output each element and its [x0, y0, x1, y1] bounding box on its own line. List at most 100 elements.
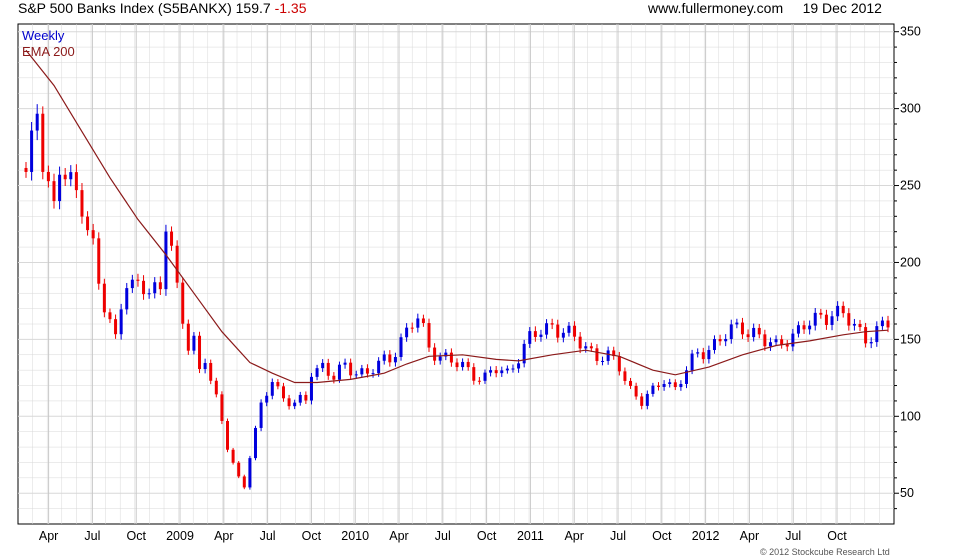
y-tick-label: 100: [900, 409, 921, 423]
candle-body: [142, 280, 146, 295]
candle-body: [729, 324, 733, 339]
x-tick-label: Oct: [652, 529, 672, 543]
candle-body: [858, 323, 862, 328]
x-tick-label: Jul: [84, 529, 100, 543]
candle-body: [774, 339, 778, 343]
source-site: www.fullermoney.com: [648, 0, 784, 16]
candle-body: [270, 382, 274, 396]
candle-body: [181, 282, 185, 324]
candle-body: [612, 350, 616, 357]
candle-body: [617, 356, 621, 372]
candle-body: [354, 374, 358, 376]
copyright-note: © 2012 Stockcube Research Ltd: [760, 547, 890, 557]
candle-body: [226, 420, 230, 450]
candle-body: [601, 360, 605, 362]
x-tick-label: Oct: [477, 529, 497, 543]
candle-body: [360, 368, 364, 375]
candle-body: [668, 382, 672, 385]
candle-body: [388, 354, 392, 363]
candle-body: [578, 336, 582, 349]
candle-body: [444, 352, 448, 357]
candle-body: [186, 323, 190, 351]
candle-body: [869, 342, 873, 344]
last-price: 159.7: [235, 0, 271, 16]
x-tick-label: 2009: [166, 529, 194, 543]
y-tick-label: 50: [900, 486, 914, 500]
x-tick-label: Jul: [785, 529, 801, 543]
x-tick-label: Oct: [126, 529, 146, 543]
candle-body: [864, 327, 868, 344]
candle-body: [69, 172, 73, 180]
candle-body: [545, 323, 549, 335]
candle-body: [86, 216, 90, 231]
candle-body: [528, 331, 532, 344]
candle-body: [707, 350, 711, 360]
candle-body: [472, 367, 476, 381]
candle-body: [477, 380, 481, 382]
candle-body: [287, 398, 291, 407]
candle-body: [298, 394, 302, 403]
x-tick-label: Apr: [740, 529, 759, 543]
candle-body: [281, 386, 285, 399]
candle-body: [365, 368, 369, 374]
candle-body: [371, 373, 375, 375]
candle-body: [461, 361, 465, 368]
candle-body: [455, 362, 459, 368]
chart-date: 19 Dec 2012: [802, 0, 882, 16]
candle-body: [399, 337, 403, 357]
candle-body: [237, 462, 241, 477]
candle-body: [102, 283, 106, 313]
x-tick-label: Apr: [214, 529, 233, 543]
candle-body: [231, 449, 235, 463]
candle-body: [136, 279, 140, 281]
candle-body: [746, 334, 750, 338]
candle-body: [30, 130, 34, 172]
candle-body: [752, 327, 756, 338]
y-tick-label: 300: [900, 102, 921, 116]
candle-body: [35, 113, 39, 131]
candle-body: [813, 312, 817, 326]
candle-body: [449, 352, 453, 363]
vertical-gridlines: [32, 24, 880, 524]
x-axis-labels: Apr Jul Oct 2009 Apr Jul Oct 2010 Apr Jul Oct 2011 A…: [39, 529, 847, 543]
candle-body: [158, 282, 162, 290]
candle-body: [836, 305, 840, 317]
candle-body: [265, 395, 269, 403]
candle-body: [651, 385, 655, 394]
candle-body: [170, 231, 174, 246]
candle-body: [645, 393, 649, 406]
candle-body: [114, 319, 118, 335]
candle-body: [824, 314, 828, 325]
candle-body: [326, 362, 330, 376]
candle-body: [242, 476, 246, 488]
candle-body: [696, 352, 700, 354]
candle-body: [740, 322, 744, 335]
x-tick-label: Apr: [389, 529, 408, 543]
candle-body: [684, 370, 688, 384]
candle-body: [763, 334, 767, 347]
candle-body: [108, 312, 112, 320]
candle-body: [735, 322, 739, 325]
candle-body: [97, 238, 101, 284]
x-tick-label: Apr: [564, 529, 583, 543]
candle-body: [41, 113, 45, 172]
candle-body: [321, 362, 325, 369]
y-tick-label: 200: [900, 255, 921, 269]
candle-body: [175, 245, 179, 283]
candle-body: [623, 371, 627, 381]
candle-body: [550, 323, 554, 325]
candle-body: [214, 380, 218, 395]
candle-body: [634, 385, 638, 397]
candle-body: [629, 380, 633, 386]
candle-body: [886, 320, 890, 328]
candle-body: [91, 230, 95, 239]
candle-body: [533, 331, 537, 337]
y-tick-label: 350: [900, 25, 921, 39]
candle-body: [561, 332, 565, 338]
price-change: -1.35: [274, 0, 307, 16]
candle-body: [780, 339, 784, 345]
candle-body: [259, 402, 263, 428]
candle-body: [808, 325, 812, 330]
candle-body: [382, 354, 386, 361]
candle-body: [421, 318, 425, 324]
